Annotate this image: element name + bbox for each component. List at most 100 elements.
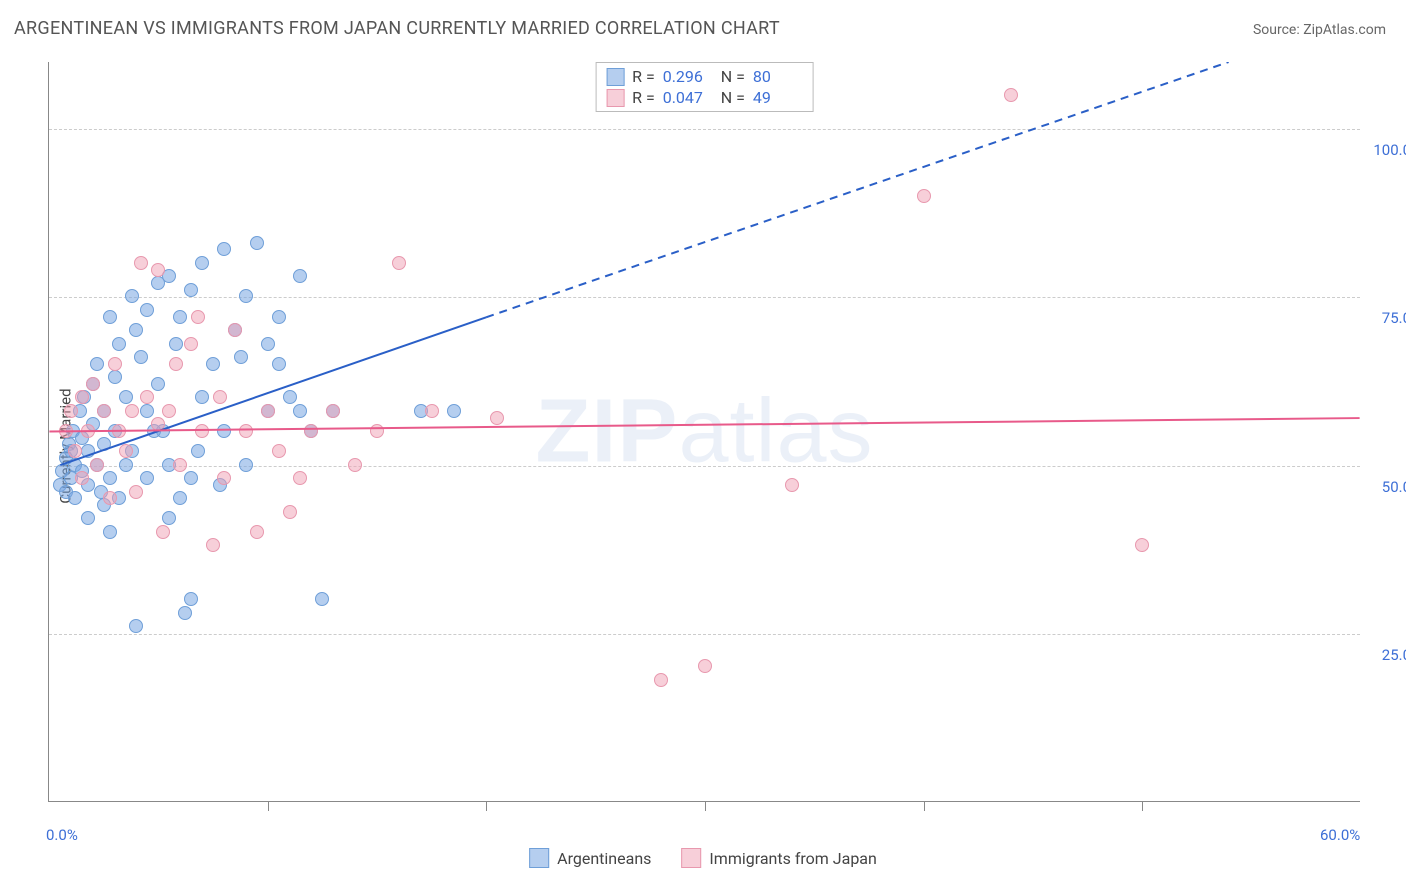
data-point <box>75 471 89 485</box>
data-point <box>97 437 111 451</box>
data-point <box>293 404 307 418</box>
data-point <box>184 337 198 351</box>
data-point <box>178 606 192 620</box>
data-point <box>86 377 100 391</box>
data-point <box>129 485 143 499</box>
data-point <box>217 424 231 438</box>
data-point <box>173 458 187 472</box>
bottom-legend: Argentineans Immigrants from Japan <box>529 848 877 868</box>
data-point <box>293 471 307 485</box>
data-point <box>119 390 133 404</box>
x-tick-label: 60.0% <box>1320 826 1360 844</box>
legend-item-1: Argentineans <box>529 848 651 868</box>
data-point <box>213 390 227 404</box>
data-point <box>173 310 187 324</box>
data-point <box>112 337 126 351</box>
data-point <box>191 310 205 324</box>
data-point <box>206 357 220 371</box>
stats-row-1: R = 0.296 N = 80 <box>606 67 803 86</box>
stat-n-label: N = <box>721 88 745 107</box>
data-point <box>195 424 209 438</box>
stat-r-value: 0.047 <box>663 88 713 107</box>
data-point <box>103 525 117 539</box>
data-point <box>184 283 198 297</box>
y-tick-label: 25.0% <box>1382 646 1406 664</box>
x-tick-label: 0.0% <box>46 826 78 844</box>
data-point <box>370 424 384 438</box>
data-point <box>315 592 329 606</box>
data-point <box>81 444 95 458</box>
data-point <box>68 444 82 458</box>
data-point <box>239 458 253 472</box>
data-point <box>156 525 170 539</box>
data-point <box>169 357 183 371</box>
x-tick <box>1142 801 1143 811</box>
data-point <box>125 289 139 303</box>
data-point <box>272 357 286 371</box>
data-point <box>134 256 148 270</box>
data-point <box>191 444 205 458</box>
data-point <box>293 269 307 283</box>
data-point <box>1135 538 1149 552</box>
plot-area: ZIPatlas R = 0.296 N = 80 R = 0.047 N = … <box>48 62 1360 802</box>
data-point <box>140 303 154 317</box>
data-point <box>261 337 275 351</box>
chart-title: ARGENTINEAN VS IMMIGRANTS FROM JAPAN CUR… <box>14 18 780 39</box>
data-point <box>272 444 286 458</box>
data-point <box>283 505 297 519</box>
data-point <box>206 538 220 552</box>
data-point <box>917 189 931 203</box>
x-tick <box>705 801 706 811</box>
y-tick-label: 50.0% <box>1382 478 1406 496</box>
data-point <box>108 370 122 384</box>
data-point <box>348 458 362 472</box>
data-point <box>119 444 133 458</box>
data-point <box>392 256 406 270</box>
source-label: Source: ZipAtlas.com <box>1253 22 1386 38</box>
data-point <box>490 411 504 425</box>
data-point <box>228 323 242 337</box>
x-tick <box>486 801 487 811</box>
data-point <box>125 404 139 418</box>
stat-n-value: 49 <box>753 88 803 107</box>
legend-label: Immigrants from Japan <box>709 849 876 868</box>
grid-line <box>49 129 1360 130</box>
data-point <box>239 289 253 303</box>
data-point <box>140 471 154 485</box>
data-point <box>90 458 104 472</box>
data-point <box>283 390 297 404</box>
data-point <box>162 511 176 525</box>
data-point <box>81 511 95 525</box>
x-tick <box>924 801 925 811</box>
data-point <box>1004 88 1018 102</box>
data-point <box>112 424 126 438</box>
data-point <box>75 390 89 404</box>
data-point <box>108 357 122 371</box>
watermark: ZIPatlas <box>535 380 873 483</box>
data-point <box>103 310 117 324</box>
data-point <box>169 337 183 351</box>
data-point <box>103 471 117 485</box>
y-tick-label: 75.0% <box>1382 309 1406 327</box>
data-point <box>151 377 165 391</box>
data-point <box>698 659 712 673</box>
data-point <box>68 491 82 505</box>
data-point <box>59 424 73 438</box>
data-point <box>103 491 117 505</box>
data-point <box>64 404 78 418</box>
stats-row-2: R = 0.047 N = 49 <box>606 88 803 107</box>
data-point <box>250 525 264 539</box>
data-point <box>129 619 143 633</box>
stat-r-label: R = <box>632 67 655 86</box>
data-point <box>261 404 275 418</box>
data-point <box>239 424 253 438</box>
data-point <box>217 471 231 485</box>
data-point <box>134 350 148 364</box>
data-point <box>184 471 198 485</box>
stat-n-label: N = <box>721 67 745 86</box>
stat-r-value: 0.296 <box>663 67 713 86</box>
swatch-icon <box>529 848 549 868</box>
data-point <box>304 424 318 438</box>
data-point <box>195 256 209 270</box>
data-point <box>140 390 154 404</box>
